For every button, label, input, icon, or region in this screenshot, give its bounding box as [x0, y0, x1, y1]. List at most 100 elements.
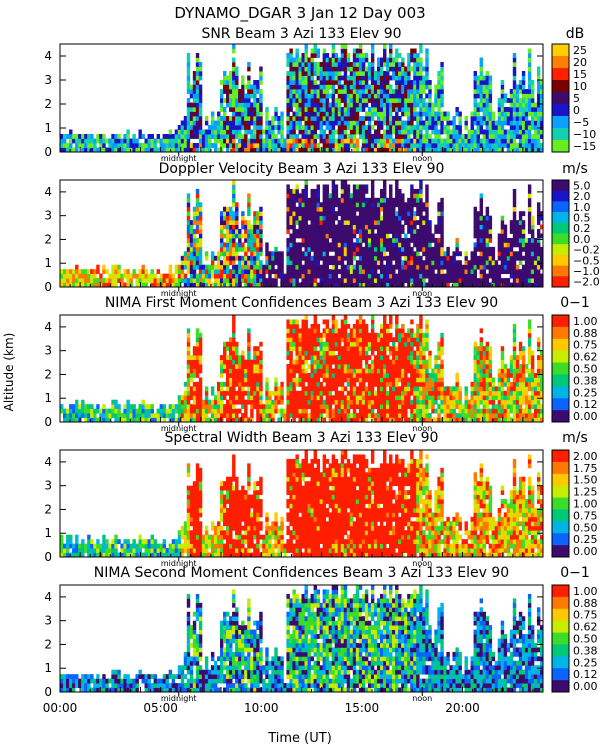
heatmap-cell: [536, 215, 541, 221]
heatmap-cell: [150, 134, 154, 139]
heatmap-cell: [147, 134, 151, 139]
heatmap-cell: [316, 233, 321, 239]
heatmap-cell: [207, 143, 212, 148]
heatmap-cell: [298, 346, 302, 352]
heatmap-cell: [147, 408, 151, 414]
heatmap-cell: [476, 75, 481, 81]
heatmap-cell: [383, 197, 387, 203]
heatmap-cell: [304, 229, 308, 234]
heatmap-cell: [238, 138, 242, 144]
heatmap-cell: [226, 381, 230, 387]
heatmap-cell: [238, 359, 242, 365]
heatmap-cell: [313, 264, 317, 270]
heatmap-cell: [343, 134, 348, 139]
heatmap-cell: [325, 188, 330, 194]
heatmap-cell: [304, 102, 308, 108]
heatmap-cell: [253, 278, 257, 283]
heatmap-cell: [204, 273, 209, 279]
heatmap-cell: [518, 220, 523, 225]
heatmap-cell: [165, 408, 170, 414]
heatmap-cell: [431, 138, 435, 144]
heatmap-cell: [259, 71, 263, 76]
heatmap-cell: [301, 355, 305, 360]
heatmap-cell: [289, 233, 293, 239]
heatmap-cell: [235, 390, 239, 396]
heatmap-cell: [241, 134, 245, 139]
heatmap-cell: [289, 251, 293, 257]
heatmap-cell: [509, 260, 514, 266]
heatmap-cell: [153, 273, 157, 279]
heatmap-cell: [367, 202, 372, 208]
heatmap-cell: [346, 125, 351, 130]
heatmap-cell: [241, 116, 245, 121]
heatmap-cell: [349, 193, 354, 199]
heatmap-cell: [452, 138, 456, 144]
heatmap-cell: [198, 220, 203, 225]
heatmap-cell: [135, 413, 139, 418]
heatmap-cell: [376, 260, 381, 266]
heatmap-cell: [488, 89, 493, 94]
heatmap-cell: [250, 282, 254, 288]
heatmap-cell: [461, 278, 465, 283]
heatmap-cell: [340, 202, 345, 208]
heatmap-cell: [352, 202, 357, 208]
heatmap-cell: [72, 138, 76, 144]
heatmap-cell: [304, 143, 308, 148]
heatmap-cell: [443, 260, 447, 266]
heatmap-cell: [404, 125, 408, 130]
heatmap-cell: [358, 220, 363, 225]
heatmap-cell: [443, 143, 447, 148]
heatmap-cell: [213, 399, 218, 405]
heatmap-cell: [298, 93, 302, 99]
heatmap-cell: [325, 89, 330, 94]
heatmap-cell: [295, 98, 299, 103]
heatmap-cell: [189, 251, 194, 257]
heatmap-cell: [425, 66, 429, 72]
heatmap-cell: [256, 255, 260, 261]
heatmap-cell: [316, 251, 321, 257]
heatmap-cell: [301, 372, 305, 378]
heatmap-cell: [404, 120, 408, 126]
heatmap-cell: [292, 377, 296, 383]
heatmap-cell: [328, 220, 333, 225]
heatmap-cell: [392, 66, 396, 72]
colorbar-swatch: [552, 92, 569, 105]
heatmap-cell: [72, 278, 76, 283]
heatmap-cell: [349, 251, 354, 257]
heatmap-cell: [192, 129, 197, 135]
heatmap-cell: [304, 408, 308, 414]
heatmap-cell: [461, 264, 465, 270]
heatmap-cell: [232, 273, 236, 279]
heatmap-cell: [268, 404, 272, 410]
heatmap-cell: [99, 413, 103, 418]
heatmap-cell: [386, 84, 390, 90]
heatmap-cell: [398, 206, 402, 212]
heatmap-cell: [322, 111, 327, 117]
heatmap-cell: [316, 93, 321, 99]
heatmap-cell: [422, 242, 426, 248]
heatmap-cell: [195, 102, 200, 108]
heatmap-cell: [497, 233, 502, 239]
heatmap-cell: [186, 220, 191, 225]
heatmap-cell: [416, 193, 420, 199]
heatmap-cell: [229, 269, 233, 275]
heatmap-cell: [274, 138, 278, 144]
heatmap-cell: [527, 237, 532, 243]
heatmap-cell: [223, 350, 227, 356]
heatmap-cell: [440, 71, 444, 76]
heatmap-cell: [428, 138, 432, 144]
heatmap-cell: [349, 242, 354, 248]
heatmap-cell: [313, 224, 317, 230]
heatmap-cell: [389, 251, 393, 257]
heatmap-cell: [428, 260, 432, 266]
heatmap-cell: [376, 143, 381, 148]
heatmap-cell: [250, 404, 254, 410]
heatmap-cell: [216, 147, 221, 153]
heatmap-cell: [198, 273, 203, 279]
heatmap-cell: [404, 71, 408, 76]
heatmap-cell: [192, 93, 197, 99]
heatmap-cell: [292, 111, 296, 117]
heatmap-cell: [247, 62, 251, 67]
heatmap-cell: [313, 251, 317, 257]
heatmap-cell: [340, 197, 345, 203]
